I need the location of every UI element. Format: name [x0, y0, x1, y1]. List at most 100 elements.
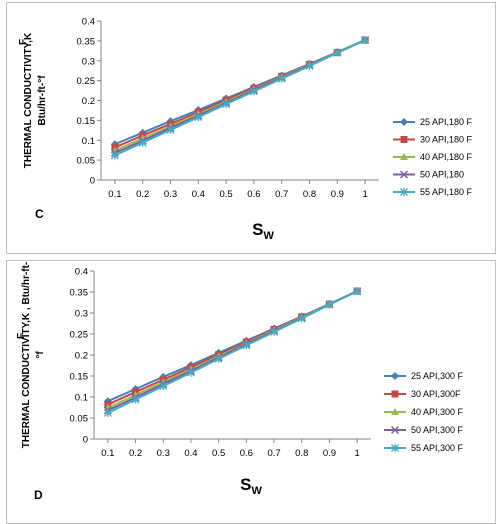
chart-d-legend-item: 50 API,300 F — [384, 425, 464, 435]
chart-c-legend-item: 30 API,180 F — [393, 135, 473, 145]
chart-d-data-point — [186, 368, 195, 377]
chart-d-series-1 — [103, 287, 362, 406]
chart-d-y-tick-label: 0.4 — [75, 267, 88, 278]
chart-c-y-tick-label: 0.4 — [82, 17, 95, 28]
chart-c-y-axis-label-line: THERMAL CONDUCTIVITY,K — [23, 32, 34, 168]
chart-c-x-tick-label: 0.2 — [136, 189, 149, 200]
chart-panel-d: 0 0.05 0.1 0.15 0.2 0.25 0.3 0.35 0.4 0.1 0.2 0.3 0.… — [6, 260, 496, 524]
chart-c-legend-item: 55 API,180 F — [393, 187, 473, 197]
chart-c-svg: 0 0.05 0.1 0.15 0.2 0.25 0.3 0.35 0.4 0.1 0.2 0.3 0.… — [18, 17, 473, 243]
chart-c-x-axis-label-subscript: W — [263, 230, 274, 242]
chart-c-x-tick-label: 0.1 — [108, 189, 121, 200]
chart-d-legend-item: 40 API,300 F — [384, 407, 464, 417]
chart-d-x-axis-label-subscript: W — [251, 485, 262, 497]
chart-d-y-axis-label-line: °f — [35, 351, 46, 359]
chart-c-panel-label: C — [35, 207, 44, 221]
chart-c-legend-marker — [399, 170, 409, 179]
chart-c-y-axis-label-line: Btu/hr-ft-°f — [37, 75, 48, 126]
chart-d-legend-label: 50 API,300 F — [411, 425, 464, 435]
chart-c-x-tick-label: 1 — [362, 189, 367, 200]
chart-d-y-tick-label: 0.25 — [70, 330, 89, 341]
chart-c-x-tick-label: 0.3 — [164, 189, 177, 200]
chart-c-y-tick-label: 0.35 — [77, 36, 96, 47]
chart-d-x-tick-label: 0.7 — [267, 448, 280, 459]
chart-d-y-tick-label: 0.1 — [75, 393, 88, 404]
chart-d-y-tick-label: 0.15 — [70, 372, 89, 383]
chart-d-y-axis-label-subscript: F — [16, 333, 27, 339]
chart-d-legend-marker — [391, 444, 399, 452]
chart-c-legend-item: 25 API,180 F — [393, 117, 473, 127]
chart-d-y-tick-label: 0 — [83, 435, 88, 446]
chart-d-legend-item: 55 API,300 F — [384, 443, 464, 453]
chart-c-data-point — [305, 61, 314, 70]
chart-d-data-point — [297, 314, 306, 323]
chart-c-data-point — [194, 113, 203, 122]
chart-d-y-tick-label: 0.2 — [75, 351, 88, 362]
chart-d-x-axis-label: SW — [240, 475, 262, 497]
chart-c-x-tick-label: 0.9 — [331, 189, 344, 200]
chart-c-legend: 25 API,180 F 30 API,180 F 40 API,180 F 50 A… — [393, 117, 473, 197]
chart-d-svg: 0 0.05 0.1 0.15 0.2 0.25 0.3 0.35 0.4 0.1 0.2 0.3 0.… — [16, 262, 464, 502]
chart-c-x-tick-label: 0.6 — [247, 189, 260, 200]
chart-c-x-tick-label: 0.4 — [192, 189, 205, 200]
chart-c-legend-label: 30 API,180 F — [420, 135, 473, 145]
chart-c-legend-label: 40 API,180 F — [420, 152, 473, 162]
chart-c-y-tick-label: 0.15 — [77, 116, 96, 127]
chart-d-x-tick-label: 0.1 — [101, 448, 114, 459]
chart-d-legend-label: 40 API,300 F — [411, 407, 464, 417]
chart-d-x-tick-label: 0.5 — [212, 448, 225, 459]
chart-c-y-tick-label: 0.05 — [77, 156, 96, 167]
chart-c-legend-marker — [400, 188, 408, 196]
chart-d-data-point — [214, 354, 223, 363]
chart-d-legend-marker — [391, 390, 399, 398]
chart-d-data-point — [325, 300, 334, 309]
chart-c-legend-label: 50 API,180 — [420, 170, 464, 180]
chart-d-y-axis-label: THERMAL CONDUCTIVITY,K , Btu/hr-ft- °f — [21, 262, 46, 448]
chart-c-series-3 — [110, 36, 370, 154]
chart-d-series-3 — [103, 287, 362, 411]
chart-c-series-1 — [110, 36, 370, 149]
chart-c-y-axis-label: THERMAL CONDUCTIVITY,K Btu/hr-ft-°f — [23, 32, 48, 168]
chart-d-y-tick-label: 0.35 — [70, 288, 89, 299]
chart-d-legend-marker — [390, 425, 400, 435]
chart-c-data-point — [138, 138, 147, 147]
chart-d-legend: 25 API,300 F 30 API,300F 40 API,300 F 50 AP… — [384, 371, 464, 453]
chart-c-data-point — [361, 36, 370, 45]
chart-d-x-tick-label: 1 — [355, 448, 360, 459]
chart-c-legend-marker — [400, 118, 408, 126]
chart-d-data-point — [131, 395, 140, 404]
chart-d-legend-marker — [391, 408, 399, 415]
chart-c-y-tick-label: 0.2 — [82, 96, 95, 107]
chart-c-y-tick-label: 0.1 — [82, 136, 95, 147]
chart-d-x-tick-label: 0.2 — [129, 448, 142, 459]
chart-c-y-tick-label: 0 — [90, 176, 95, 187]
chart-d-legend-label: 30 API,300F — [411, 389, 461, 399]
chart-d-series-line — [107, 290, 358, 414]
chart-c-x-tick-label: 0.8 — [303, 189, 316, 200]
chart-c-series-5 — [110, 36, 370, 160]
chart-d-x-tick-label: 0.8 — [295, 448, 308, 459]
chart-d-panel-label: D — [34, 488, 43, 502]
chart-d-y-axis-label-line: THERMAL CONDUCTIVITY,K , Btu/hr-ft- — [21, 262, 32, 448]
chart-d-data-point — [270, 327, 279, 336]
chart-d-x-tick-label: 0.9 — [323, 448, 336, 459]
chart-d-legend-marker — [391, 372, 399, 380]
chart-c-legend-marker — [400, 153, 408, 160]
chart-d-series-5 — [103, 287, 362, 417]
chart-d-data-point — [242, 341, 251, 350]
chart-d-data-point — [353, 287, 362, 296]
chart-c-data-point — [222, 100, 231, 109]
chart-d-x-tick-label: 0.6 — [240, 448, 253, 459]
chart-c-legend-label: 55 API,180 F — [420, 187, 473, 197]
chart-d-y-tick-label: 0.3 — [75, 309, 88, 320]
chart-d-legend-item: 30 API,300F — [384, 389, 461, 399]
chart-c-x-axis-label: SW — [252, 220, 274, 242]
chart-c-y-tick-label: 0.25 — [77, 76, 96, 87]
chart-c-data-point — [166, 125, 175, 134]
chart-panel-c: 0 0.05 0.1 0.15 0.2 0.25 0.3 0.35 0.4 0.1 0.2 0.3 0.… — [6, 2, 496, 254]
chart-d-x-tick-label: 0.3 — [157, 448, 170, 459]
chart-d-series-2 — [104, 287, 361, 409]
chart-c-series-line — [114, 39, 366, 157]
chart-d-y-tick-label: 0.05 — [70, 414, 89, 425]
chart-c-x-tick-label: 0.7 — [275, 189, 288, 200]
